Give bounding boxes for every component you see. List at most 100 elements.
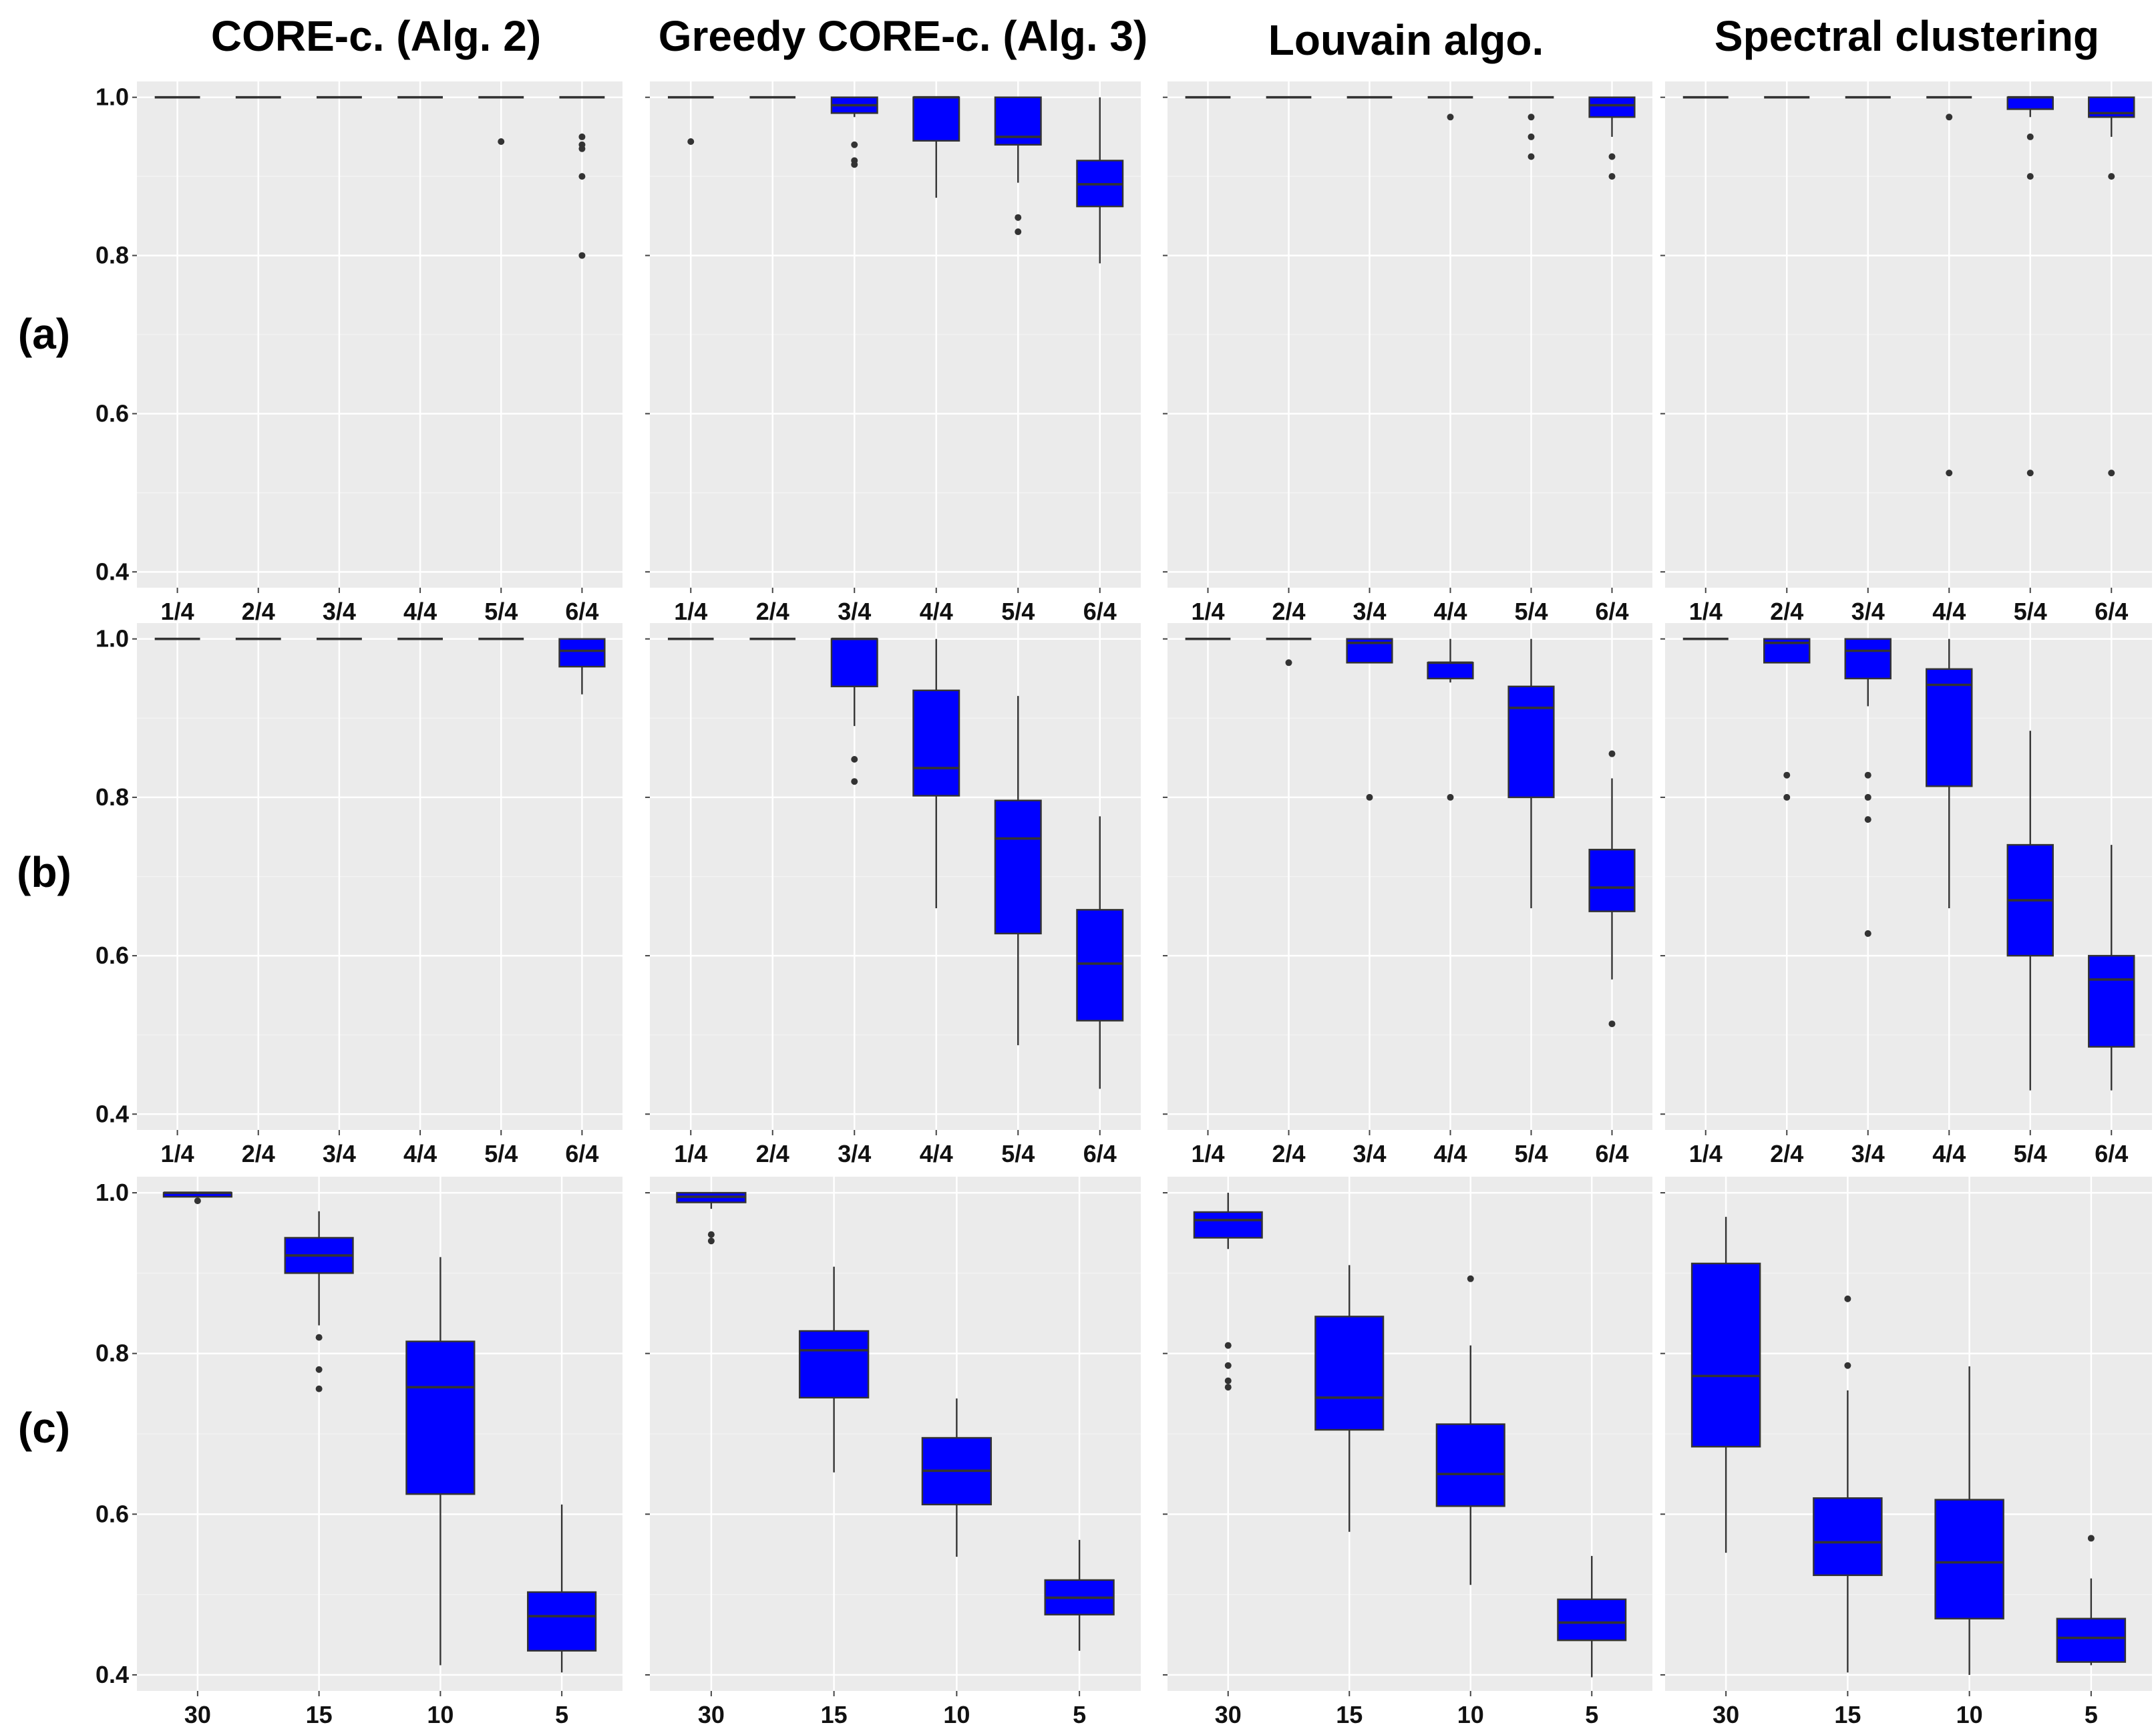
outlier-point <box>1224 1384 1232 1391</box>
row-labels: (a) (b) (c) <box>17 310 71 1452</box>
outlier-point <box>1447 114 1454 121</box>
outlier-point <box>1864 816 1871 823</box>
outlier-point <box>1224 1342 1232 1349</box>
x-tick-label: 3/4 <box>323 598 356 625</box>
x-tick-label: 6/4 <box>1083 1140 1117 1167</box>
box-4/4 <box>912 638 960 908</box>
outlier-point <box>1528 153 1535 160</box>
outlier-point <box>1528 114 1535 121</box>
x-tick-label: 1/4 <box>674 1140 707 1167</box>
box-30 <box>676 1191 747 1245</box>
box-4/4 <box>1926 638 1973 908</box>
outlier-point <box>578 145 586 152</box>
box-15 <box>798 1266 870 1473</box>
outlier-point <box>1608 750 1616 757</box>
x-tick-label: 30 <box>1215 1701 1242 1728</box>
y-tick-label: 1.0 <box>96 83 129 111</box>
panel-c-4: 30 15 10 5 <box>1660 1177 2152 1728</box>
box-3/4 <box>830 96 878 168</box>
outlier-point <box>315 1366 323 1373</box>
x-tick-label: 2/4 <box>1272 1140 1305 1167</box>
outlier-point <box>707 1237 715 1245</box>
box-5 <box>2056 1535 2127 1666</box>
x-tick-label: 6/4 <box>565 598 598 625</box>
x-tick-label: 1/4 <box>674 598 707 625</box>
panel-c-1: 0.4 0.6 0.8 1.0 30 15 10 5 <box>96 1177 622 1728</box>
box-body <box>1557 1598 1627 1642</box>
outlier-point <box>1864 793 1871 801</box>
y-tick-label: 0.6 <box>96 1500 129 1527</box>
box-6/4 <box>2088 96 2135 477</box>
y-tick-label: 1.0 <box>96 1179 129 1206</box>
x-tick-label: 2/4 <box>1770 598 1803 625</box>
outlier-point <box>1844 1362 1851 1369</box>
box-body <box>830 638 878 688</box>
box-6/4 <box>1076 816 1124 1089</box>
x-tick-label: 4/4 <box>1932 598 1966 625</box>
outlier-point <box>851 755 858 763</box>
box-5/4 <box>2006 95 2054 477</box>
x-tick-label: 6/4 <box>1595 598 1628 625</box>
x-tick-label: 4/4 <box>1433 1140 1467 1167</box>
panel-b-3: 1/4 2/4 3/4 4/4 5/4 6/4 <box>1163 623 1652 1167</box>
chart-panels: 0.4 0.6 0.8 1.0 1/4 2/4 3/4 4/4 5/4 6/4 1/4 2/4 3/4 4… <box>96 81 2152 1728</box>
x-tick-label: 1/4 <box>1689 598 1723 625</box>
outlier-point <box>687 138 695 146</box>
box-5/4 <box>1508 95 1554 160</box>
x-tick-label: 5/4 <box>2014 1140 2047 1167</box>
box-body <box>994 799 1042 935</box>
box-body <box>798 1330 870 1399</box>
box-3/4 <box>1844 638 1892 937</box>
box-6/4 <box>1076 97 1124 264</box>
outlier-point <box>498 138 505 146</box>
outlier-point <box>1864 930 1871 937</box>
box-body <box>1507 685 1555 799</box>
x-tick-label: 5/4 <box>1001 598 1035 625</box>
x-tick-label: 5/4 <box>2014 598 2047 625</box>
outlier-point <box>1783 793 1791 801</box>
box-6/4 <box>2088 845 2135 1091</box>
x-tick-label: 10 <box>427 1701 454 1728</box>
box-body <box>1314 1316 1385 1431</box>
box-body <box>1076 909 1124 1022</box>
outlier-point <box>2026 133 2034 140</box>
x-tick-label: 15 <box>306 1701 333 1728</box>
box-5/4 <box>2006 731 2054 1091</box>
x-tick-label: 4/4 <box>1433 598 1467 625</box>
box-3/4 <box>1346 638 1393 801</box>
outlier-point <box>578 252 586 259</box>
box-body <box>405 1340 476 1495</box>
box-body <box>2088 954 2135 1048</box>
outlier-point <box>1608 153 1616 160</box>
outlier-point <box>315 1334 323 1341</box>
x-tick-label: 10 <box>943 1701 970 1728</box>
box-5/4 <box>994 96 1042 236</box>
x-tick-label: 30 <box>184 1701 211 1728</box>
outlier-point <box>2087 1535 2095 1542</box>
x-tick-label: 6/4 <box>1595 1140 1628 1167</box>
y-tick-label: 0.4 <box>96 1100 129 1127</box>
box-10 <box>1934 1366 2004 1675</box>
x-tick-label: 5 <box>555 1701 568 1728</box>
x-tick-label: 2/4 <box>756 1140 789 1167</box>
box-body <box>558 638 606 668</box>
outlier-point <box>851 778 858 785</box>
x-tick-label: 1/4 <box>1191 1140 1224 1167</box>
outlier-point <box>578 133 586 140</box>
x-tick-label: 2/4 <box>756 598 789 625</box>
box-10 <box>1435 1275 1505 1585</box>
outlier-point <box>1224 1362 1232 1369</box>
box-body <box>1588 96 1636 118</box>
x-tick-label: 1/4 <box>161 1140 194 1167</box>
outlier-point <box>1946 469 1953 477</box>
box-6/4 <box>1588 96 1636 180</box>
outlier-point <box>1864 771 1871 779</box>
outlier-point <box>1015 214 1022 221</box>
x-tick-label: 1/4 <box>161 598 194 625</box>
panel-a-3: 1/4 2/4 3/4 4/4 5/4 6/4 <box>1163 81 1652 625</box>
y-tick-label: 0.6 <box>96 942 129 969</box>
box-10 <box>405 1257 476 1666</box>
box-6/4 <box>1588 750 1636 1028</box>
box-body <box>1435 1423 1505 1507</box>
